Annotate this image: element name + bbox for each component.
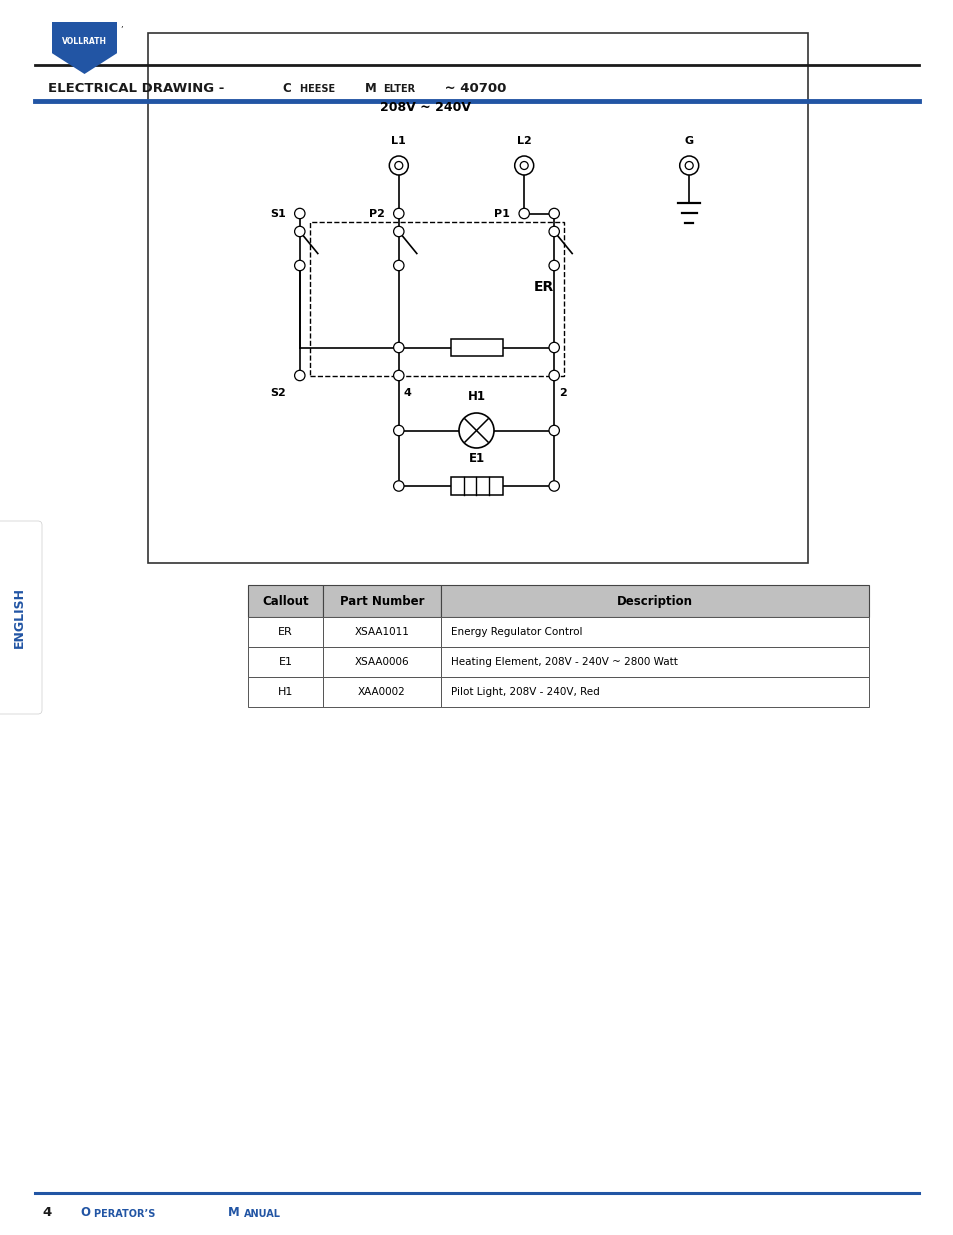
Text: S1: S1 (270, 209, 286, 219)
Circle shape (394, 226, 403, 237)
Text: 4: 4 (403, 388, 412, 398)
Circle shape (684, 162, 693, 169)
Circle shape (394, 425, 403, 436)
Text: E1: E1 (278, 657, 293, 667)
Bar (148, 33, 807, 563)
Bar (323, 677, 440, 706)
Text: H1: H1 (467, 389, 485, 403)
Circle shape (679, 156, 698, 175)
Circle shape (394, 480, 403, 492)
Text: S2: S2 (270, 388, 286, 398)
Circle shape (394, 342, 403, 353)
Circle shape (394, 209, 403, 219)
Text: P2: P2 (369, 209, 384, 219)
Text: XSAA0006: XSAA0006 (355, 657, 409, 667)
Text: ELTER: ELTER (382, 84, 415, 94)
Text: XSAA1011: XSAA1011 (355, 627, 409, 637)
Text: Energy Regulator Control: Energy Regulator Control (451, 627, 582, 637)
Circle shape (548, 226, 558, 237)
Circle shape (394, 370, 403, 380)
Text: L2: L2 (517, 136, 531, 146)
Circle shape (395, 162, 402, 169)
Text: O: O (80, 1207, 90, 1219)
Text: E1: E1 (468, 452, 484, 466)
Circle shape (394, 261, 403, 270)
Bar (440, 618, 868, 647)
Circle shape (294, 261, 305, 270)
Bar (440, 585, 868, 618)
Circle shape (548, 480, 558, 492)
Circle shape (294, 209, 305, 219)
Bar (440, 677, 868, 706)
Circle shape (389, 156, 408, 175)
Bar (323, 647, 440, 677)
Circle shape (548, 425, 558, 436)
Text: ELECTRICAL DRAWING -: ELECTRICAL DRAWING - (48, 82, 229, 95)
Text: Callout: Callout (262, 594, 309, 608)
Polygon shape (52, 22, 117, 74)
Text: L1: L1 (391, 136, 406, 146)
Bar (248, 585, 323, 618)
Text: 4: 4 (42, 1207, 51, 1219)
Text: Description: Description (617, 594, 692, 608)
Bar (310, 221, 563, 375)
Bar (323, 585, 440, 618)
Circle shape (519, 162, 528, 169)
Bar (248, 677, 323, 706)
Text: Pilot Light, 208V - 240V, Red: Pilot Light, 208V - 240V, Red (451, 687, 599, 697)
Text: ANUAL: ANUAL (244, 1209, 281, 1219)
Circle shape (294, 370, 305, 380)
Bar (248, 618, 323, 647)
Circle shape (518, 209, 529, 219)
Text: ’: ’ (120, 26, 122, 35)
Circle shape (458, 412, 494, 448)
Bar (323, 618, 440, 647)
Text: VOLLRATH: VOLLRATH (62, 37, 107, 46)
Text: M: M (228, 1207, 239, 1219)
Text: PERATOR’S: PERATOR’S (94, 1209, 158, 1219)
Text: M: M (365, 82, 376, 95)
Circle shape (548, 342, 558, 353)
Circle shape (548, 370, 558, 380)
Bar (248, 647, 323, 677)
Text: Heating Element, 208V - 240V ~ 2800 Watt: Heating Element, 208V - 240V ~ 2800 Watt (451, 657, 678, 667)
Text: ER: ER (534, 279, 554, 294)
Bar (450, 477, 502, 495)
Circle shape (548, 261, 558, 270)
Text: XAA0002: XAA0002 (357, 687, 405, 697)
Text: G: G (684, 136, 693, 146)
Text: 208V ~ 240V: 208V ~ 240V (379, 101, 470, 114)
Text: Part Number: Part Number (339, 594, 424, 608)
Bar (450, 338, 502, 356)
Text: P1: P1 (494, 209, 510, 219)
Text: H1: H1 (277, 687, 293, 697)
Text: 2: 2 (558, 388, 566, 398)
Text: ER: ER (278, 627, 293, 637)
Text: C: C (282, 82, 291, 95)
FancyBboxPatch shape (0, 521, 42, 714)
Circle shape (294, 226, 305, 237)
Text: HEESE: HEESE (299, 84, 338, 94)
Circle shape (515, 156, 533, 175)
Bar (440, 647, 868, 677)
Text: ~ 40700: ~ 40700 (439, 82, 506, 95)
Circle shape (548, 209, 558, 219)
Text: ENGLISH: ENGLISH (12, 587, 26, 648)
